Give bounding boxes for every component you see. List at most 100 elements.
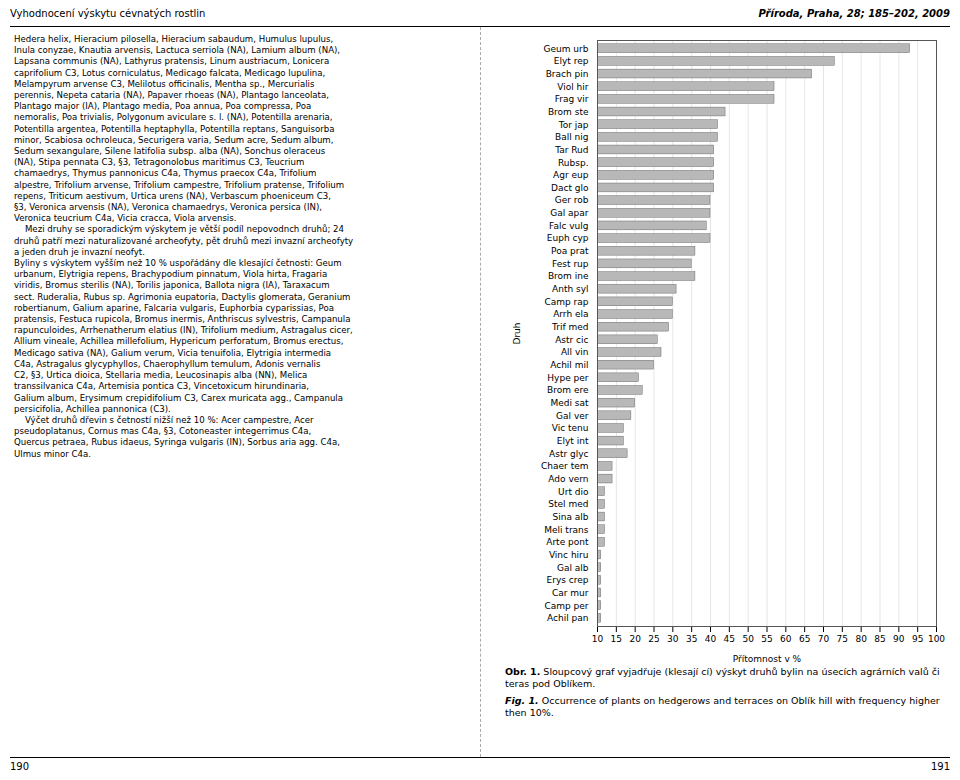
html-text:chamaedrys, Thymus pannonicus: chamaedrys, Thymus pannonicus C4a, Thymu… [14,168,317,179]
svg-text:Astr cic: Astr cic [555,335,588,345]
svg-text:95: 95 [912,634,923,644]
svg-text:Medi sat: Medi sat [550,398,589,408]
svg-text:Gal apar: Gal apar [550,208,589,218]
html-text:robertianum, Galium aparine, F: robertianum, Galium aparine, Falcaria vu… [14,302,334,313]
svg-text:Chaer tem: Chaer tem [541,461,588,471]
html-text:urbanum, Elytrigia repens, Bra: urbanum, Elytrigia repens, Brachypodium … [14,269,328,280]
svg-text:55: 55 [761,634,772,644]
html-text:rapunculoides, Arrhenatherum e: rapunculoides, Arrhenatherum elatius (IN… [14,325,353,336]
html-text:minor, Scabiosa ochroleuca, Se: minor, Scabiosa ochroleuca, Securigera v… [14,134,334,145]
html-text:C2, §3, Urtica dioica, Stellar: C2, §3, Urtica dioica, Stellaria media, … [14,370,308,381]
svg-text:Frag vir: Frag vir [555,94,589,104]
svg-text:Brom ine: Brom ine [548,271,589,281]
svg-text:100: 100 [928,634,945,644]
svg-text:Erys crep: Erys crep [547,575,589,585]
svg-text:Camp per: Camp per [544,600,588,610]
html-text:Lapsana communis (NA), Lathyru: Lapsana communis (NA), Lathyrus pratensi… [14,56,330,67]
svg-text:Brach pin: Brach pin [546,69,589,79]
svg-text:Dact glo: Dact glo [551,183,589,193]
svg-text:Car mur: Car mur [552,588,589,598]
svg-text:Ado vern: Ado vern [548,474,588,484]
svg-text:Trif med: Trif med [551,322,588,332]
html-text:Potentilla argentea, Potentill: Potentilla argentea, Potentilla heptaphy… [14,123,335,134]
svg-text:Ball nig: Ball nig [555,132,588,142]
svg-text:40: 40 [705,634,717,644]
svg-text:85: 85 [874,634,885,644]
svg-text:70: 70 [818,634,830,644]
svg-text:Geum urb: Geum urb [544,44,589,54]
svg-text:Astr glyc: Astr glyc [549,449,588,459]
html-text:Byliny s výskytem vyšším než 1: Byliny s výskytem vyšším než 10 % uspořá… [14,258,342,269]
svg-text:Arrh ela: Arrh ela [553,309,588,319]
svg-text:Přítomnost v %: Přítomnost v % [733,654,802,664]
svg-text:Achil pan: Achil pan [547,613,588,623]
html-text:(NA), Stipa pennata C3, §3, Te: (NA), Stipa pennata C3, §3, Tetragonolob… [14,157,305,168]
svg-text:Vinc hiru: Vinc hiru [549,550,589,560]
html-text:Inula conyzae, Knautia arvensi: Inula conyzae, Knautia arvensis, Lactuca… [14,45,341,56]
html-text:Vyhodnocení výskytu cévnatých: Vyhodnocení výskytu cévnatých rostlin [10,8,206,19]
svg-text:Brom ere: Brom ere [547,385,589,395]
html-text:C4a, Astragalus glycyphyllos,: C4a, Astragalus glycyphyllos, Chaerophyl… [14,358,321,369]
svg-text:10: 10 [592,634,604,644]
html-text:Příroda, Praha, 28; 185–202, 2: Příroda, Praha, 28; 185–202, 2009 [758,8,950,19]
svg-text:Hype per: Hype per [547,373,588,383]
html-text:Fig. 1. Occurrence of plants o: Fig. 1. Occurrence of plants on hedgerow… [505,695,940,718]
svg-text:Gal ver: Gal ver [556,411,589,421]
svg-text:Elyt int: Elyt int [557,436,589,446]
svg-text:Camp rap: Camp rap [544,297,588,307]
html-text:caprifolium C3, Lotus cornicul: caprifolium C3, Lotus corniculatus, Medi… [14,67,326,78]
svg-text:Viol hir: Viol hir [557,82,589,92]
html-text:Obr. 1. Sloupcový graf vyjadřu: Obr. 1. Sloupcový graf vyjadřuje (klesaj… [505,666,940,689]
html-text:druhů patří mezi naturalizovan: druhů patří mezi naturalizované archeofy… [14,235,354,246]
svg-text:Meli trans: Meli trans [544,525,589,535]
html-text:nemoralis, Poa trivialis, Poly: nemoralis, Poa trivialis, Polygonum avic… [14,112,333,123]
svg-text:Anth syl: Anth syl [552,284,588,294]
svg-text:90: 90 [893,634,905,644]
svg-text:Rubsp.: Rubsp. [558,158,589,168]
svg-text:All vin: All vin [561,347,589,357]
svg-text:Urt dio: Urt dio [558,487,589,497]
svg-text:Druh: Druh [512,322,522,344]
html-text:Melampyrum arvense C3, Melilot: Melampyrum arvense C3, Melilotus officin… [14,78,315,89]
svg-text:80: 80 [855,634,867,644]
html-text:Allium vineale, Achillea mille: Allium vineale, Achillea millefolium, Hy… [14,336,344,347]
svg-text:65: 65 [799,634,810,644]
svg-text:60: 60 [780,634,792,644]
html-text:Plantago major (IA), Plantago: Plantago major (IA), Plantago media, Poa… [14,101,312,112]
svg-text:Sina alb: Sina alb [552,512,588,522]
svg-text:Arte pont: Arte pont [546,537,589,547]
html-text:Mezi druhy se sporadickým výsk: Mezi druhy se sporadickým výskytem je vě… [14,224,344,235]
html-text:alpestre, Trifolium arvense, T: alpestre, Trifolium arvense, Trifolium c… [14,179,345,190]
svg-text:Tar Rud: Tar Rud [554,145,588,155]
svg-text:Elyt rep: Elyt rep [554,56,589,66]
svg-text:Poa prat: Poa prat [551,246,589,256]
svg-text:50: 50 [742,634,754,644]
svg-text:Brom ste: Brom ste [548,107,589,117]
html-text:viridis, Bromus sterilis (NA),: viridis, Bromus sterilis (NA), Torilis j… [14,280,330,291]
html-text:Medicago sativa (NA), Galium v: Medicago sativa (NA), Galium verum, Vici… [14,347,332,358]
svg-text:Achil mil: Achil mil [550,360,588,370]
html-text:transsilvanica C4a, Artemisia: transsilvanica C4a, Artemisia pontica C3… [14,381,310,392]
svg-text:30: 30 [667,634,679,644]
svg-text:Agr eup: Agr eup [553,170,589,180]
svg-text:20: 20 [629,634,641,644]
svg-text:Euph cyp: Euph cyp [547,233,589,243]
html-text:a jeden druh je invazní neofyt: a jeden druh je invazní neofyt. [14,246,145,257]
svg-text:Tor jap: Tor jap [558,120,589,130]
svg-text:45: 45 [724,634,735,644]
svg-text:Fest rup: Fest rup [552,259,589,269]
svg-text:15: 15 [611,634,622,644]
html-text:Veronica teucrium C4a, Vicia c: Veronica teucrium C4a, Vicia cracca, Vio… [14,213,237,224]
html-text:Galium album, Erysimum crepidi: Galium album, Erysimum crepidifolium C3,… [14,392,343,403]
svg-text:35: 35 [686,634,697,644]
svg-text:Gal alb: Gal alb [557,563,589,573]
svg-text:Ger rob: Ger rob [555,195,589,205]
svg-text:75: 75 [837,634,848,644]
svg-text:25: 25 [648,634,659,644]
html-text:sect. Ruderalia, Rubus sp. Agr: sect. Ruderalia, Rubus sp. Agrimonia eup… [14,291,351,302]
svg-text:Stel med: Stel med [548,499,588,509]
html-text:pratensis, Festuca rupicola, B: pratensis, Festuca rupicola, Bromus iner… [14,314,351,325]
html-text:repens, Triticum aestivum, Urt: repens, Triticum aestivum, Urtica urens … [14,190,331,201]
svg-text:Vic tenu: Vic tenu [552,423,589,433]
svg-text:Falc vulg: Falc vulg [549,221,588,231]
